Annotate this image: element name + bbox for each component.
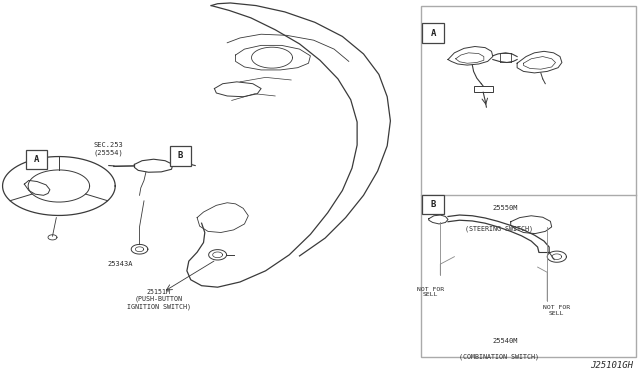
Bar <box>422 23 444 43</box>
Text: J25101GH: J25101GH <box>591 361 634 370</box>
Text: 25151M
(PUSH-BUTTON
IGNITION SWITCH): 25151M (PUSH-BUTTON IGNITION SWITCH) <box>127 289 191 310</box>
Text: 25550M: 25550M <box>493 205 518 211</box>
Bar <box>421 6 636 357</box>
Text: SEC.253
(25554): SEC.253 (25554) <box>94 142 124 155</box>
Text: A: A <box>431 29 436 38</box>
Text: (STEERING SWITCH): (STEERING SWITCH) <box>465 225 533 232</box>
Text: 25540M: 25540M <box>493 339 518 344</box>
Text: 25343A: 25343A <box>108 261 133 267</box>
Bar <box>422 195 444 214</box>
Bar <box>26 150 47 169</box>
Text: A: A <box>34 155 39 164</box>
Text: (COMBINATION SWITCH): (COMBINATION SWITCH) <box>460 354 540 360</box>
Text: NOT FOR
SELL: NOT FOR SELL <box>417 286 444 298</box>
Text: B: B <box>431 200 436 209</box>
Text: NOT FOR
SELL: NOT FOR SELL <box>543 305 570 316</box>
Bar <box>170 146 191 166</box>
Bar <box>474 86 493 92</box>
Text: B: B <box>178 151 183 160</box>
